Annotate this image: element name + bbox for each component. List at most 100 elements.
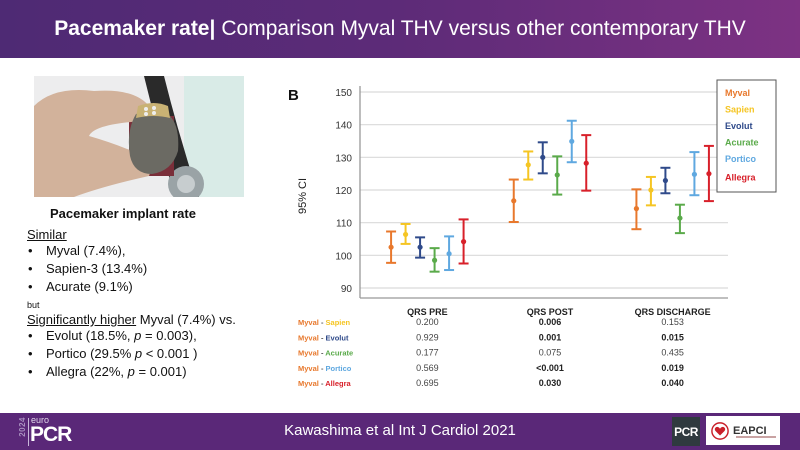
item-text: Evolut (18.5%,	[46, 328, 135, 343]
pacemaker-photo	[34, 76, 244, 197]
legend-box	[716, 79, 777, 193]
y-tick-label: 100	[335, 251, 352, 262]
eapci-subtitle	[736, 436, 776, 438]
error-bar	[703, 144, 714, 203]
table-row-label: Myval - Portico	[298, 364, 352, 373]
title-separator: |	[209, 17, 216, 40]
mean-point	[402, 231, 409, 238]
table-cell: 0.015	[661, 332, 684, 342]
but-label: but	[27, 300, 40, 310]
table-cell: 0.019	[661, 363, 684, 373]
left-panel-title: Pacemaker implant rate	[50, 206, 196, 221]
mean-point	[569, 138, 575, 144]
error-bar	[400, 222, 411, 245]
mean-point	[525, 162, 531, 168]
eapci-text: EAPCI	[733, 424, 767, 437]
table-cell: 0.030	[539, 378, 562, 388]
error-bar	[523, 150, 534, 181]
error-bar	[566, 119, 577, 164]
table-cell: 0.001	[539, 332, 562, 342]
pvalue-table: Myval - Sapien 0.200 0.006 0.153 Myval - Evo…	[298, 317, 684, 388]
significant-suffix: Myval (7.4%) vs.	[136, 312, 236, 327]
table-cell: <0.001	[536, 363, 564, 373]
error-bars	[386, 119, 714, 273]
mean-point	[583, 160, 589, 166]
legend-item: Evolut	[725, 121, 753, 131]
table-cell: 0.695	[416, 378, 439, 388]
legend-item: Portico	[725, 154, 757, 164]
similar-list: Myval (7.4%), Sapien-3 (13.4%) Acurate (…	[27, 242, 277, 296]
significant-heading: Significantly higher Myval (7.4%) vs.	[27, 312, 277, 327]
y-tick-label: 90	[341, 284, 353, 295]
y-axis-label: 95% CI	[297, 178, 309, 214]
p-symbol: p	[134, 328, 142, 343]
error-bar	[458, 218, 469, 265]
mean-point	[706, 171, 712, 177]
list-item: Portico (29.5% p < 0.001 )	[27, 345, 277, 363]
significant-list: Evolut (18.5%, p = 0.003), Portico (29.5…	[27, 327, 277, 381]
pcr-logo: PCR	[672, 417, 700, 446]
table-cell: 0.040	[661, 378, 684, 388]
table-row-label: Myval - Sapien	[298, 318, 351, 327]
category-labels: QRS PRE QRS POST QRS DISCHARGE	[407, 307, 711, 317]
table-cell: 0.200	[416, 317, 439, 327]
mean-point	[633, 206, 640, 212]
category-label: QRS POST	[527, 307, 574, 317]
mean-point	[511, 198, 517, 204]
slide-footer: 2024 euro PCR Kawashima et al Int J Card…	[0, 413, 800, 450]
europcr-logo: 2024 euro PCR	[18, 415, 88, 449]
pacemaker-image-icon	[34, 76, 244, 197]
category-label: QRS DISCHARGE	[635, 307, 711, 317]
list-item: Myval (7.4%),	[27, 242, 277, 260]
left-panel: Pacemaker implant rate Similar Myval (7.…	[27, 200, 277, 381]
mean-point	[388, 244, 394, 250]
mean-point	[431, 257, 438, 263]
error-bar	[660, 166, 671, 195]
error-bar	[386, 230, 397, 264]
table-cell: 0.569	[416, 363, 439, 373]
error-bar	[537, 141, 548, 175]
y-tick-label: 150	[335, 88, 352, 99]
legend-item: Myval	[725, 88, 750, 98]
table-cell: 0.153	[661, 317, 684, 327]
item-text: Allegra (22%,	[46, 364, 128, 379]
heart-icon	[711, 421, 729, 440]
logo-pcr: PCR	[30, 423, 72, 446]
y-tick-label: 110	[336, 219, 352, 230]
item-text: = 0.001)	[134, 364, 187, 379]
error-bar	[508, 178, 519, 224]
logo-euro-word: euro	[31, 415, 50, 425]
category-label: QRS PRE	[407, 307, 448, 317]
gridlines	[360, 91, 728, 289]
item-text: Portico (29.5%	[46, 346, 135, 361]
table-cell: 0.435	[661, 348, 684, 358]
mean-point	[677, 215, 683, 221]
list-item: Sapien-3 (13.4%)	[27, 260, 277, 278]
y-tick-labels: 90 100 110 120 130 140 150	[335, 88, 352, 295]
slide-title-rest: Comparison Myval THV versus other contem…	[221, 17, 746, 40]
y-tick-label: 140	[335, 121, 352, 132]
mean-point	[662, 177, 669, 184]
logo-divider	[28, 418, 29, 446]
error-bar	[581, 134, 592, 192]
error-bar	[444, 235, 455, 272]
table-cell: 0.075	[539, 348, 562, 358]
mean-point	[446, 251, 452, 257]
table-cell: 0.006	[539, 317, 562, 327]
panel-label: B	[288, 87, 299, 104]
error-bar	[552, 155, 563, 196]
mean-point	[691, 171, 698, 177]
significant-label: Significantly higher	[27, 312, 137, 327]
eapci-logo: EAPCI	[706, 416, 780, 445]
y-tick-label: 120	[335, 186, 352, 197]
error-bar	[645, 175, 656, 207]
citation: Kawashima et al Int J Cardiol 2021	[284, 422, 516, 439]
mean-point	[417, 244, 423, 250]
error-bar	[429, 247, 440, 273]
axes	[359, 86, 728, 299]
error-bar	[674, 203, 685, 235]
error-bar	[631, 188, 642, 231]
p-symbol: p	[127, 364, 135, 379]
similar-heading: Similar	[27, 227, 67, 242]
